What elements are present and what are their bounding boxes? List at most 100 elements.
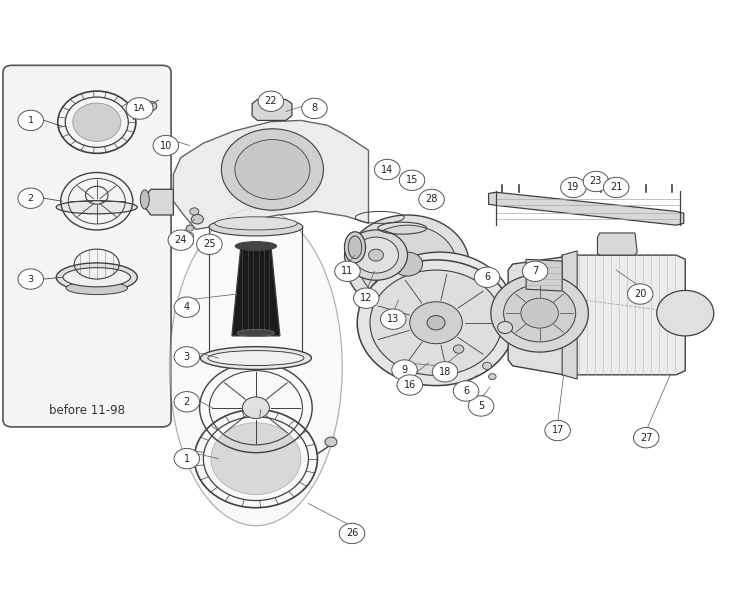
Ellipse shape: [208, 350, 304, 365]
Polygon shape: [232, 246, 280, 336]
Polygon shape: [489, 192, 684, 225]
Polygon shape: [170, 208, 342, 526]
Circle shape: [174, 347, 199, 367]
Circle shape: [174, 297, 199, 317]
Circle shape: [483, 272, 492, 280]
Circle shape: [366, 252, 514, 370]
Ellipse shape: [56, 263, 138, 292]
Circle shape: [399, 170, 425, 190]
Circle shape: [18, 269, 44, 289]
Text: 21: 21: [610, 182, 623, 193]
Circle shape: [191, 214, 203, 224]
Polygon shape: [508, 257, 568, 375]
Text: 22: 22: [265, 96, 277, 106]
Circle shape: [545, 421, 571, 440]
Circle shape: [432, 362, 458, 382]
Text: 15: 15: [406, 175, 418, 185]
Circle shape: [419, 189, 444, 209]
Text: 20: 20: [634, 289, 647, 299]
Text: 6: 6: [463, 386, 469, 396]
Circle shape: [242, 397, 269, 419]
Circle shape: [211, 423, 301, 494]
Text: 23: 23: [590, 176, 602, 187]
Circle shape: [656, 290, 714, 336]
Text: 12: 12: [360, 293, 372, 303]
Text: 1: 1: [183, 454, 190, 464]
Circle shape: [633, 428, 659, 448]
Circle shape: [523, 261, 548, 281]
Circle shape: [335, 261, 360, 281]
Circle shape: [235, 140, 310, 199]
Circle shape: [583, 171, 608, 191]
Polygon shape: [526, 259, 562, 291]
Circle shape: [381, 309, 406, 329]
Circle shape: [339, 523, 365, 544]
Text: 6: 6: [484, 272, 490, 282]
Ellipse shape: [348, 236, 362, 259]
Circle shape: [145, 101, 157, 111]
Circle shape: [393, 252, 423, 276]
Text: 28: 28: [426, 194, 438, 205]
Circle shape: [483, 362, 492, 370]
Circle shape: [357, 260, 515, 386]
Circle shape: [475, 267, 500, 287]
Text: 2: 2: [28, 194, 34, 203]
Text: 1: 1: [28, 116, 34, 125]
Circle shape: [453, 381, 479, 401]
Text: 3: 3: [183, 352, 190, 362]
Text: 1A: 1A: [133, 104, 146, 113]
Circle shape: [378, 262, 502, 360]
Ellipse shape: [344, 232, 365, 263]
Text: 7: 7: [532, 266, 538, 276]
Circle shape: [126, 98, 153, 119]
Circle shape: [521, 298, 559, 328]
Circle shape: [174, 448, 199, 469]
Text: 8: 8: [311, 103, 317, 113]
Circle shape: [190, 208, 199, 215]
Text: 24: 24: [174, 235, 187, 245]
Circle shape: [603, 177, 629, 197]
Circle shape: [392, 360, 417, 380]
Polygon shape: [145, 189, 173, 215]
Text: 3: 3: [28, 275, 34, 284]
Circle shape: [397, 375, 423, 395]
Text: 26: 26: [346, 529, 358, 538]
Circle shape: [353, 288, 379, 308]
Circle shape: [410, 302, 462, 344]
Circle shape: [504, 284, 576, 342]
Text: 10: 10: [159, 140, 172, 151]
Ellipse shape: [237, 329, 274, 337]
Text: 19: 19: [567, 182, 580, 193]
Circle shape: [168, 230, 193, 250]
Circle shape: [561, 177, 586, 197]
Circle shape: [302, 98, 327, 119]
Circle shape: [325, 437, 337, 446]
Circle shape: [18, 188, 44, 208]
Text: 5: 5: [478, 401, 484, 411]
Circle shape: [368, 249, 384, 261]
Circle shape: [186, 238, 193, 244]
Circle shape: [186, 232, 193, 238]
Text: 27: 27: [640, 433, 653, 443]
Text: 4: 4: [183, 302, 190, 312]
Circle shape: [73, 103, 121, 142]
Ellipse shape: [209, 218, 303, 236]
Circle shape: [258, 91, 284, 112]
Ellipse shape: [141, 190, 150, 209]
Text: before 11-98: before 11-98: [49, 404, 125, 417]
Text: 16: 16: [404, 380, 416, 390]
Circle shape: [468, 396, 494, 416]
Ellipse shape: [214, 217, 297, 230]
Circle shape: [186, 225, 193, 231]
Text: 17: 17: [551, 425, 564, 436]
FancyBboxPatch shape: [3, 65, 171, 427]
Text: 13: 13: [387, 314, 399, 324]
Circle shape: [627, 284, 653, 304]
Circle shape: [427, 316, 445, 330]
Ellipse shape: [56, 200, 138, 214]
Circle shape: [374, 160, 400, 179]
Circle shape: [489, 374, 496, 380]
Text: 2: 2: [183, 397, 190, 407]
Text: 9: 9: [402, 365, 408, 375]
Circle shape: [221, 129, 323, 210]
